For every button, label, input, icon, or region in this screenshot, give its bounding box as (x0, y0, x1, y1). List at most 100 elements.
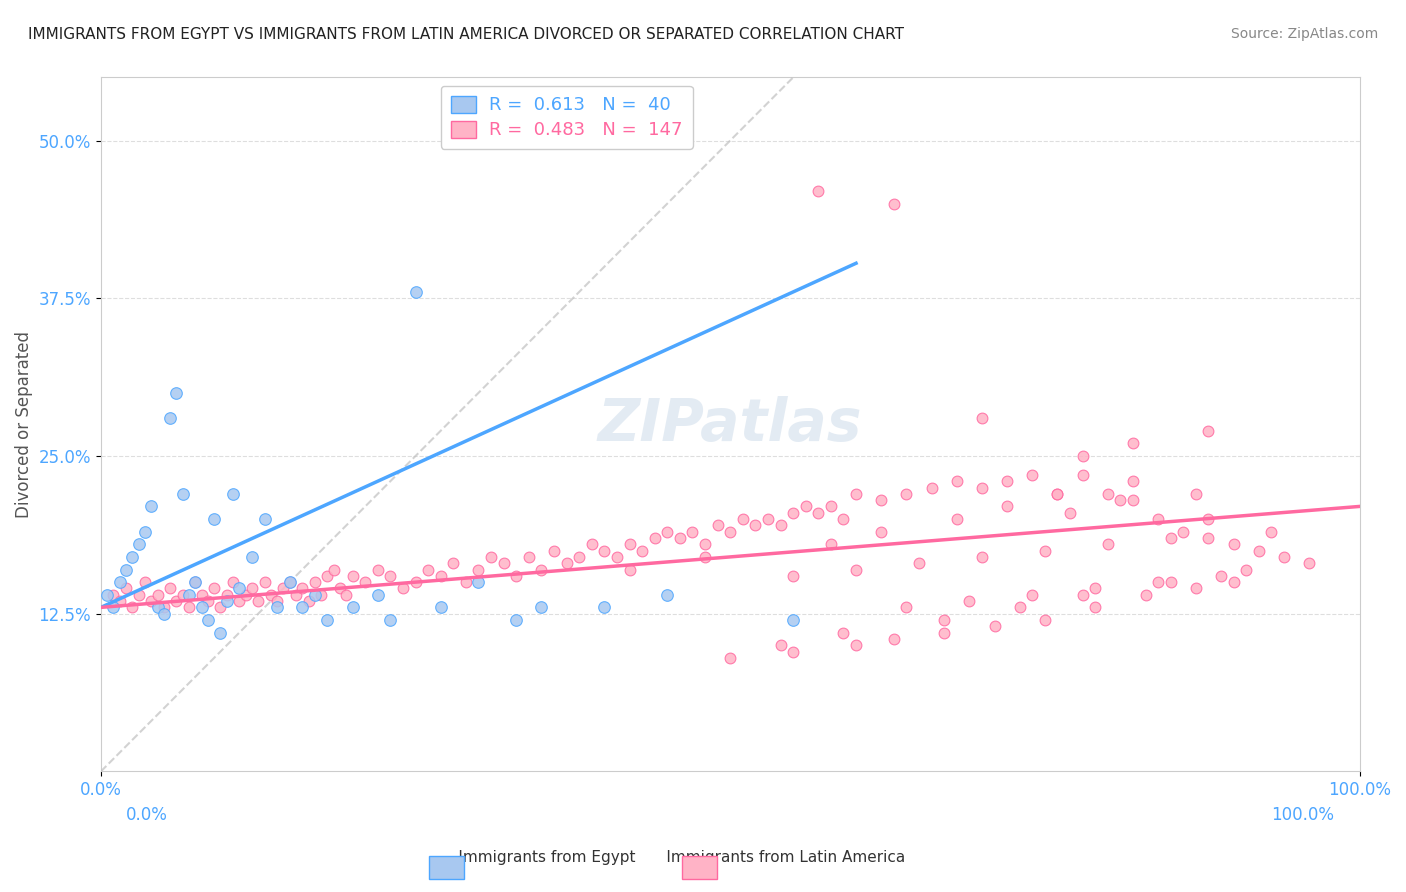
Point (103, 600, 125, 615)
Text: 0.0%: 0.0% (127, 806, 167, 824)
Point (631, 543, 654, 558)
Point (228, 582, 250, 596)
Point (335, 588, 357, 602)
Point (1198, 512, 1220, 526)
Point (153, 607, 176, 621)
Text: ZIPatlas: ZIPatlas (598, 396, 862, 453)
Point (342, 600, 364, 615)
Point (769, 638, 792, 652)
Point (934, 613, 956, 627)
Point (1109, 493, 1132, 508)
Point (1135, 588, 1157, 602)
Text: Source: ZipAtlas.com: Source: ZipAtlas.com (1230, 27, 1378, 41)
Point (1160, 575, 1182, 590)
Point (1147, 575, 1170, 590)
Point (1198, 424, 1220, 438)
Point (146, 600, 169, 615)
Point (247, 594, 270, 608)
Point (418, 562, 440, 576)
Point (297, 594, 319, 608)
Point (807, 184, 830, 198)
Point (240, 582, 263, 596)
Point (681, 524, 703, 539)
Point (1198, 531, 1220, 545)
Point (184, 575, 207, 590)
Point (1084, 600, 1107, 615)
Point (467, 575, 489, 590)
Point (405, 285, 427, 299)
Point (1222, 537, 1244, 551)
Point (543, 543, 565, 558)
Point (405, 575, 427, 590)
Point (883, 196, 905, 211)
Point (479, 549, 502, 564)
Point (1173, 524, 1195, 539)
Point (995, 474, 1018, 488)
Point (845, 487, 868, 501)
Point (134, 575, 156, 590)
Point (354, 575, 377, 590)
Text: IMMIGRANTS FROM EGYPT VS IMMIGRANTS FROM LATIN AMERICA DIVORCED OR SEPARATED COR: IMMIGRANTS FROM EGYPT VS IMMIGRANTS FROM… (28, 27, 904, 42)
Point (530, 600, 553, 615)
Point (209, 625, 232, 640)
Point (278, 575, 301, 590)
Point (172, 487, 194, 501)
Point (1033, 543, 1056, 558)
Text: Immigrants from Latin America: Immigrants from Latin America (641, 850, 905, 865)
Point (1185, 487, 1208, 501)
Point (1122, 436, 1144, 450)
Point (1008, 600, 1031, 615)
Point (322, 562, 344, 576)
Point (1272, 549, 1295, 564)
Point (820, 500, 842, 514)
Point (845, 562, 868, 576)
Point (128, 588, 150, 602)
Point (177, 588, 200, 602)
Point (96, 588, 118, 602)
Point (606, 549, 628, 564)
Point (235, 588, 257, 602)
Point (316, 613, 339, 627)
Point (769, 518, 792, 533)
Point (128, 537, 150, 551)
Point (240, 549, 263, 564)
Point (253, 512, 276, 526)
Text: Immigrants from Egypt: Immigrants from Egypt (433, 850, 636, 865)
Point (108, 594, 131, 608)
Point (820, 537, 842, 551)
Point (934, 625, 956, 640)
Point (1021, 467, 1043, 482)
Point (693, 549, 716, 564)
Point (718, 650, 741, 665)
Point (159, 582, 181, 596)
Point (172, 588, 194, 602)
Point (153, 600, 176, 615)
Point (908, 556, 931, 570)
Point (115, 582, 138, 596)
Point (756, 512, 779, 526)
Point (291, 600, 314, 615)
Point (134, 524, 156, 539)
Point (278, 575, 301, 590)
Point (429, 569, 451, 583)
Point (1147, 512, 1170, 526)
Point (190, 600, 212, 615)
Point (367, 562, 389, 576)
Point (1071, 467, 1094, 482)
Point (1234, 562, 1257, 576)
Point (141, 500, 163, 514)
Point (945, 512, 967, 526)
Point (669, 531, 692, 545)
Point (392, 582, 415, 596)
Point (896, 600, 918, 615)
Point (832, 512, 855, 526)
Point (159, 411, 181, 425)
Point (441, 556, 464, 570)
Point (593, 600, 616, 615)
Point (266, 594, 288, 608)
Point (253, 575, 276, 590)
Point (222, 575, 245, 590)
Point (329, 582, 352, 596)
Point (141, 594, 163, 608)
Point (215, 588, 238, 602)
